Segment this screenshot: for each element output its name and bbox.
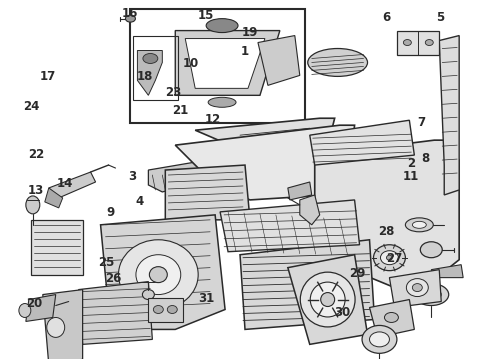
- Text: 5: 5: [436, 12, 444, 24]
- Ellipse shape: [206, 19, 238, 32]
- Ellipse shape: [421, 289, 441, 301]
- Bar: [31, 220, 83, 275]
- Text: 6: 6: [382, 12, 391, 24]
- Polygon shape: [175, 31, 280, 95]
- Ellipse shape: [310, 282, 345, 317]
- Text: 21: 21: [172, 104, 189, 117]
- Text: 1: 1: [241, 45, 249, 58]
- Polygon shape: [431, 265, 463, 278]
- Ellipse shape: [413, 284, 422, 292]
- Ellipse shape: [420, 242, 442, 258]
- Ellipse shape: [387, 255, 392, 260]
- Ellipse shape: [380, 251, 398, 265]
- Text: 13: 13: [28, 184, 44, 197]
- Ellipse shape: [413, 221, 426, 228]
- Polygon shape: [137, 50, 162, 95]
- Text: 29: 29: [349, 267, 366, 280]
- Text: 11: 11: [403, 170, 419, 183]
- Ellipse shape: [308, 49, 368, 76]
- Ellipse shape: [425, 40, 433, 45]
- Text: 12: 12: [205, 113, 221, 126]
- Polygon shape: [185, 39, 265, 88]
- Polygon shape: [78, 282, 152, 345]
- Polygon shape: [397, 31, 439, 55]
- Ellipse shape: [385, 312, 398, 323]
- Ellipse shape: [47, 318, 65, 337]
- Text: 3: 3: [129, 170, 137, 183]
- Ellipse shape: [153, 306, 163, 314]
- Ellipse shape: [119, 240, 198, 310]
- Text: 7: 7: [417, 116, 426, 129]
- Text: 30: 30: [335, 306, 351, 319]
- Ellipse shape: [149, 267, 167, 283]
- Text: 8: 8: [421, 152, 430, 165]
- Ellipse shape: [19, 303, 31, 318]
- Polygon shape: [288, 182, 312, 200]
- Polygon shape: [43, 289, 83, 360]
- Polygon shape: [310, 120, 415, 165]
- Polygon shape: [439, 36, 459, 195]
- Ellipse shape: [143, 54, 158, 63]
- Polygon shape: [100, 215, 225, 329]
- Polygon shape: [49, 172, 96, 198]
- Polygon shape: [195, 118, 335, 155]
- Text: 19: 19: [242, 27, 258, 40]
- Text: 24: 24: [24, 100, 40, 113]
- Text: 25: 25: [98, 256, 114, 269]
- Bar: [130, 9, 305, 123]
- Ellipse shape: [125, 15, 135, 22]
- Text: 28: 28: [378, 225, 395, 238]
- Text: 14: 14: [56, 177, 73, 190]
- Ellipse shape: [208, 97, 236, 107]
- Ellipse shape: [362, 325, 397, 353]
- Bar: [148, 298, 183, 323]
- Polygon shape: [390, 270, 441, 307]
- Ellipse shape: [369, 332, 390, 347]
- Polygon shape: [240, 240, 374, 329]
- Polygon shape: [300, 195, 319, 225]
- Ellipse shape: [143, 289, 154, 300]
- Polygon shape: [45, 188, 63, 208]
- Ellipse shape: [26, 196, 40, 214]
- Bar: [133, 36, 178, 100]
- Text: 23: 23: [165, 86, 181, 99]
- Ellipse shape: [406, 279, 428, 297]
- Polygon shape: [258, 36, 300, 85]
- Ellipse shape: [414, 284, 449, 306]
- Text: 9: 9: [107, 206, 115, 219]
- Polygon shape: [288, 255, 368, 345]
- Ellipse shape: [405, 218, 433, 232]
- Polygon shape: [175, 125, 355, 200]
- Ellipse shape: [136, 255, 181, 294]
- Text: 15: 15: [198, 9, 214, 22]
- Text: 22: 22: [28, 148, 45, 161]
- Ellipse shape: [321, 293, 335, 306]
- Ellipse shape: [403, 40, 412, 45]
- Text: 10: 10: [183, 57, 199, 70]
- Ellipse shape: [167, 306, 177, 314]
- Text: 27: 27: [386, 252, 402, 265]
- Text: 2: 2: [407, 157, 415, 170]
- Polygon shape: [26, 294, 56, 321]
- Ellipse shape: [300, 272, 355, 327]
- Text: 16: 16: [122, 7, 139, 20]
- Text: 31: 31: [198, 292, 214, 305]
- Polygon shape: [220, 200, 360, 252]
- Text: 18: 18: [137, 69, 153, 82]
- Ellipse shape: [373, 245, 405, 271]
- Text: 20: 20: [26, 297, 42, 310]
- Polygon shape: [369, 300, 415, 337]
- Polygon shape: [315, 140, 459, 289]
- Text: 17: 17: [39, 69, 55, 82]
- Text: 26: 26: [105, 272, 122, 285]
- Polygon shape: [165, 165, 250, 220]
- Polygon shape: [148, 162, 200, 192]
- Text: 4: 4: [136, 195, 144, 208]
